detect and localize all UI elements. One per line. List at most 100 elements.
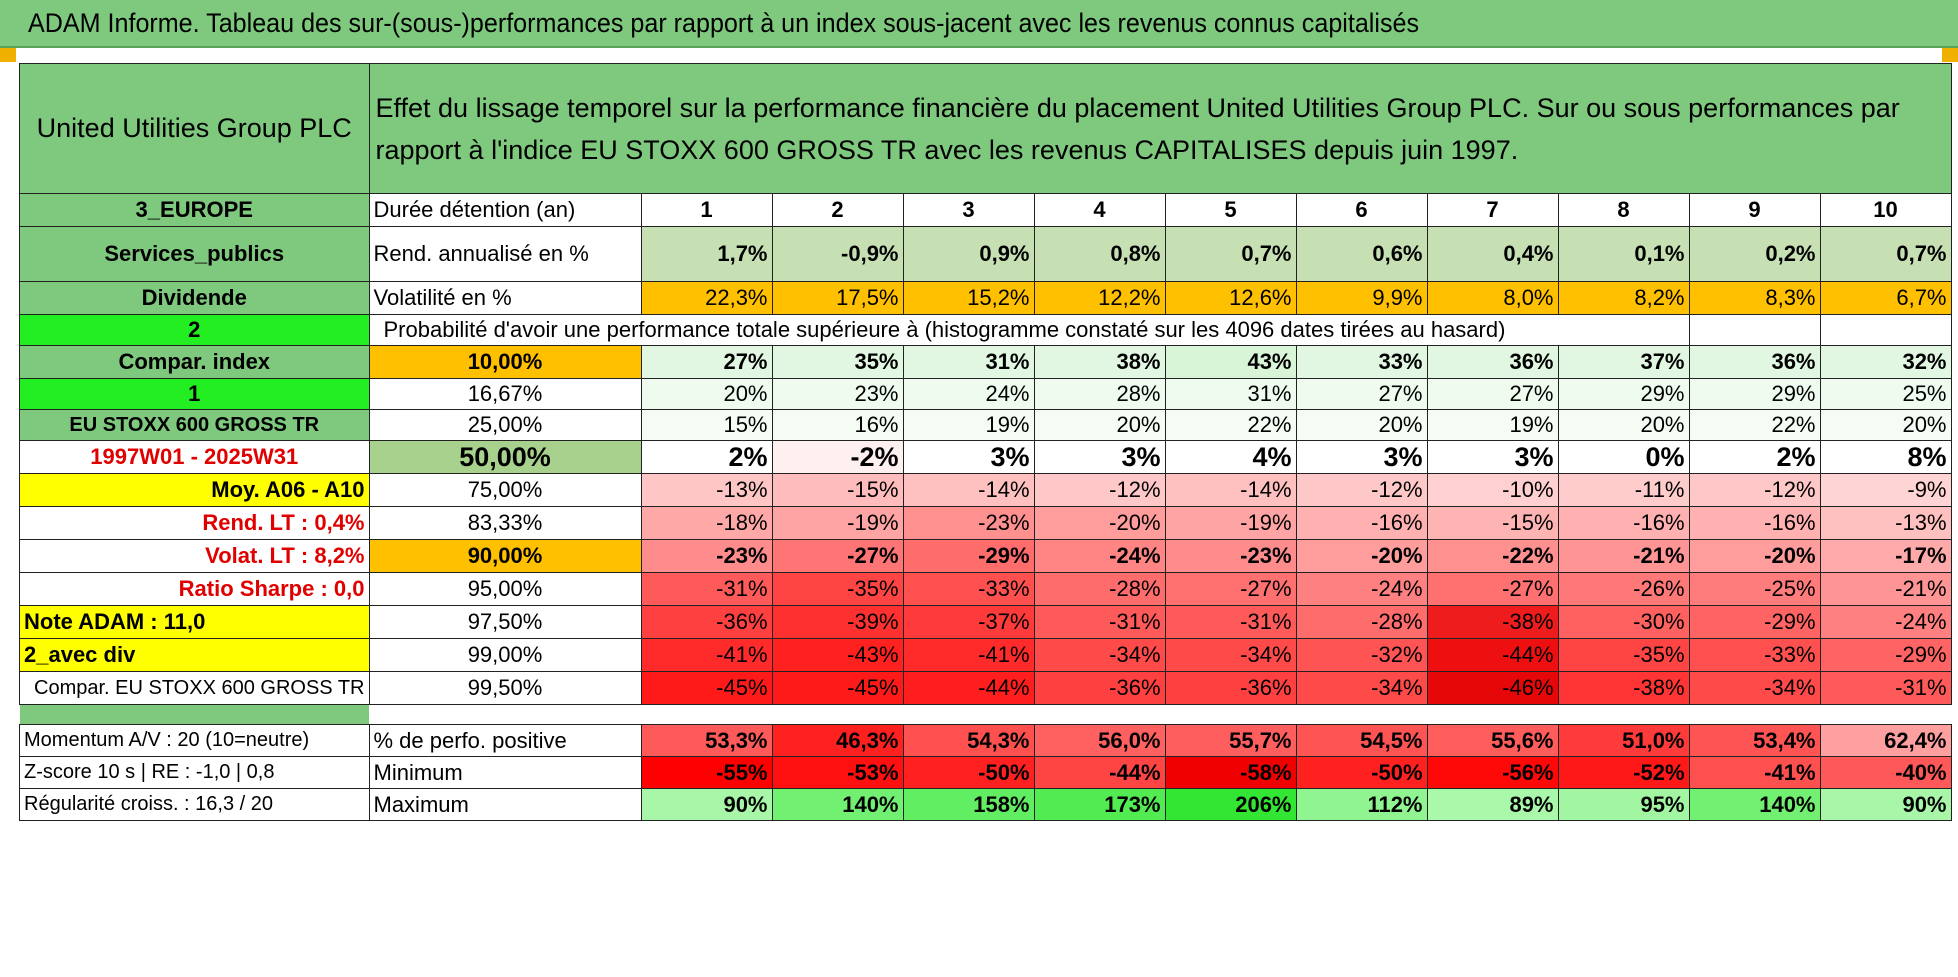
probability-threshold-cell: 16,67% [368,378,642,410]
minimum-cell: -44% [1033,756,1166,789]
maximum-cell: 90% [640,788,773,821]
probability-value-cell: -23% [902,506,1035,540]
volatility-cell: 15,2% [902,281,1035,315]
probability-value-cell: -10% [1426,473,1559,507]
average-label: Moy. A06 - A10 [19,473,370,507]
probability-value-cell: -15% [771,473,904,507]
probability-value-cell: -21% [1819,572,1952,606]
probability-value-cell: -35% [1557,638,1690,672]
volatility-label: Volatilité en % [368,281,642,315]
annualized-return-cell: 0,1% [1557,226,1690,282]
maximum-cell: 140% [771,788,904,821]
annualized-return-cell: 0,2% [1688,226,1821,282]
probability-value-cell: -31% [640,572,773,606]
probability-value-cell: -27% [771,539,904,573]
empty-cell [1688,314,1821,346]
probability-value-cell: -12% [1033,473,1166,507]
minimum-cell: -41% [1688,756,1821,789]
maximum-cell: 89% [1426,788,1559,821]
probability-value-cell: 3% [1033,440,1166,474]
maximum-cell: 140% [1688,788,1821,821]
probability-value-cell: -2% [771,440,904,474]
probability-value-cell: -16% [1557,506,1690,540]
year-header-cell: 4 [1033,193,1166,227]
probability-value-cell: 20% [1295,409,1428,441]
option-value-cell[interactable]: 1 [19,378,370,410]
year-header-cell: 1 [640,193,773,227]
probability-value-cell: -12% [1688,473,1821,507]
regularity-label: Régularité croiss. : 16,3 / 20 [19,788,370,821]
annualized-return-cell: 0,9% [902,226,1035,282]
probability-value-cell: -19% [771,506,904,540]
probability-value-cell: 32% [1819,345,1952,379]
maximum-cell: 90% [1819,788,1952,821]
annualized-return-cell: 0,7% [1819,226,1952,282]
probability-value-cell: -23% [1164,539,1297,573]
volatility-cell: 8,2% [1557,281,1690,315]
compar-index-label: Compar. index [19,345,370,379]
year-header-cell: 3 [902,193,1035,227]
maximum-label: Maximum [368,788,642,821]
performance-table: United Utilities Group PLC Effet du liss… [19,63,1952,821]
probability-value-cell: -36% [640,605,773,639]
minimum-label: Minimum [368,756,642,789]
minimum-cell: -40% [1819,756,1952,789]
minimum-cell: -50% [1295,756,1428,789]
probability-value-cell: 35% [771,345,904,379]
positive-perf-cell: 46,3% [771,724,904,757]
probability-threshold-cell: 95,00% [368,572,642,606]
year-header-cell: 10 [1819,193,1952,227]
annualized-return-cell: 0,4% [1426,226,1559,282]
probability-value-cell: -16% [1295,506,1428,540]
positive-perf-cell: 56,0% [1033,724,1166,757]
probability-value-cell: -45% [771,671,904,705]
probability-value-cell: -30% [1557,605,1690,639]
probability-value-cell: -43% [771,638,904,672]
separator-row [369,704,1951,725]
probability-value-cell: -15% [1426,506,1559,540]
probability-value-cell: -23% [640,539,773,573]
probability-value-cell: -34% [1033,638,1166,672]
volatility-cell: 9,9% [1295,281,1428,315]
momentum-label: Momentum A/V : 20 (10=neutre) [19,724,370,757]
probability-value-cell: -31% [1033,605,1166,639]
probability-value-cell: -29% [902,539,1035,573]
probability-value-cell: -22% [1426,539,1559,573]
probability-value-cell: 20% [1819,409,1952,441]
probability-value-cell: -46% [1426,671,1559,705]
year-header-cell: 5 [1164,193,1297,227]
probability-value-cell: -12% [1295,473,1428,507]
dividend-label: Dividende [19,281,370,315]
probability-threshold-cell: 75,00% [368,473,642,507]
probability-threshold-cell: 25,00% [368,409,642,441]
probability-value-cell: 36% [1426,345,1559,379]
volatility-cell: 22,3% [640,281,773,315]
probability-value-cell: -26% [1557,572,1690,606]
long-term-volatility-label: Volat. LT : 8,2% [19,539,370,573]
probability-value-cell: -18% [640,506,773,540]
probability-value-cell: -11% [1557,473,1690,507]
probability-value-cell: 0% [1557,440,1690,474]
period-label: 1997W01 - 2025W31 [19,440,370,474]
year-header-cell: 2 [771,193,904,227]
sharpe-ratio-label: Ratio Sharpe : 0,0 [19,572,370,606]
probability-value-cell: 31% [1164,378,1297,410]
corner-marker-left [0,48,16,62]
probability-value-cell: -39% [771,605,904,639]
year-header-cell: 7 [1426,193,1559,227]
probability-threshold-cell: 99,50% [368,671,642,705]
probability-value-cell: -28% [1033,572,1166,606]
option-value-cell[interactable]: 2 [19,314,370,346]
probability-value-cell: -24% [1819,605,1952,639]
probability-value-cell: -29% [1819,638,1952,672]
probability-value-cell: -20% [1295,539,1428,573]
probability-header: Probabilité d'avoir une performance tota… [368,314,1690,346]
probability-value-cell: 2% [1688,440,1821,474]
probability-value-cell: -28% [1295,605,1428,639]
report-title: ADAM Informe. Tableau des sur-(sous-)per… [28,8,1420,38]
positive-perf-label: % de perfo. positive [368,724,642,757]
probability-value-cell: 43% [1164,345,1297,379]
minimum-cell: -56% [1426,756,1559,789]
probability-value-cell: -9% [1819,473,1952,507]
holding-duration-label: Durée détention (an) [368,193,642,227]
